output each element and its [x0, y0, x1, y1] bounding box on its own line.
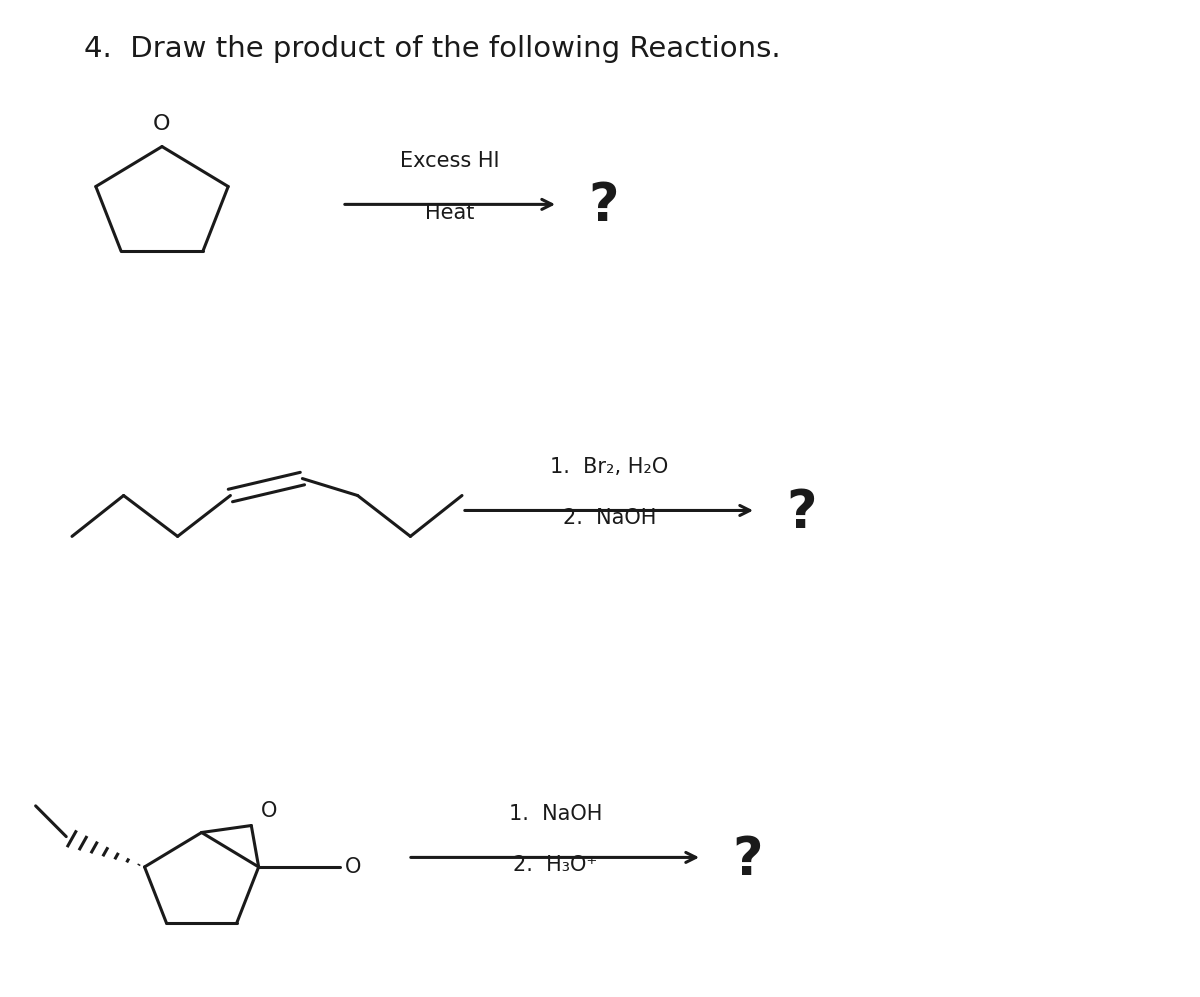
Text: 2.  H₃O⁺: 2. H₃O⁺	[514, 855, 598, 875]
Text: 2.  NaOH: 2. NaOH	[563, 508, 656, 528]
Text: Heat: Heat	[425, 203, 475, 223]
Text: Excess HI: Excess HI	[401, 152, 499, 171]
Text: 4.  Draw the product of the following Reactions.: 4. Draw the product of the following Rea…	[84, 35, 781, 63]
Text: O: O	[260, 801, 277, 821]
Text: ?: ?	[588, 180, 618, 232]
Text: ?: ?	[786, 488, 816, 539]
Text: 1.  NaOH: 1. NaOH	[509, 804, 602, 824]
Text: 1.  Br₂, H₂O: 1. Br₂, H₂O	[551, 457, 668, 477]
Text: O: O	[154, 114, 170, 134]
Text: ?: ?	[732, 834, 762, 886]
Text: O: O	[346, 857, 361, 877]
